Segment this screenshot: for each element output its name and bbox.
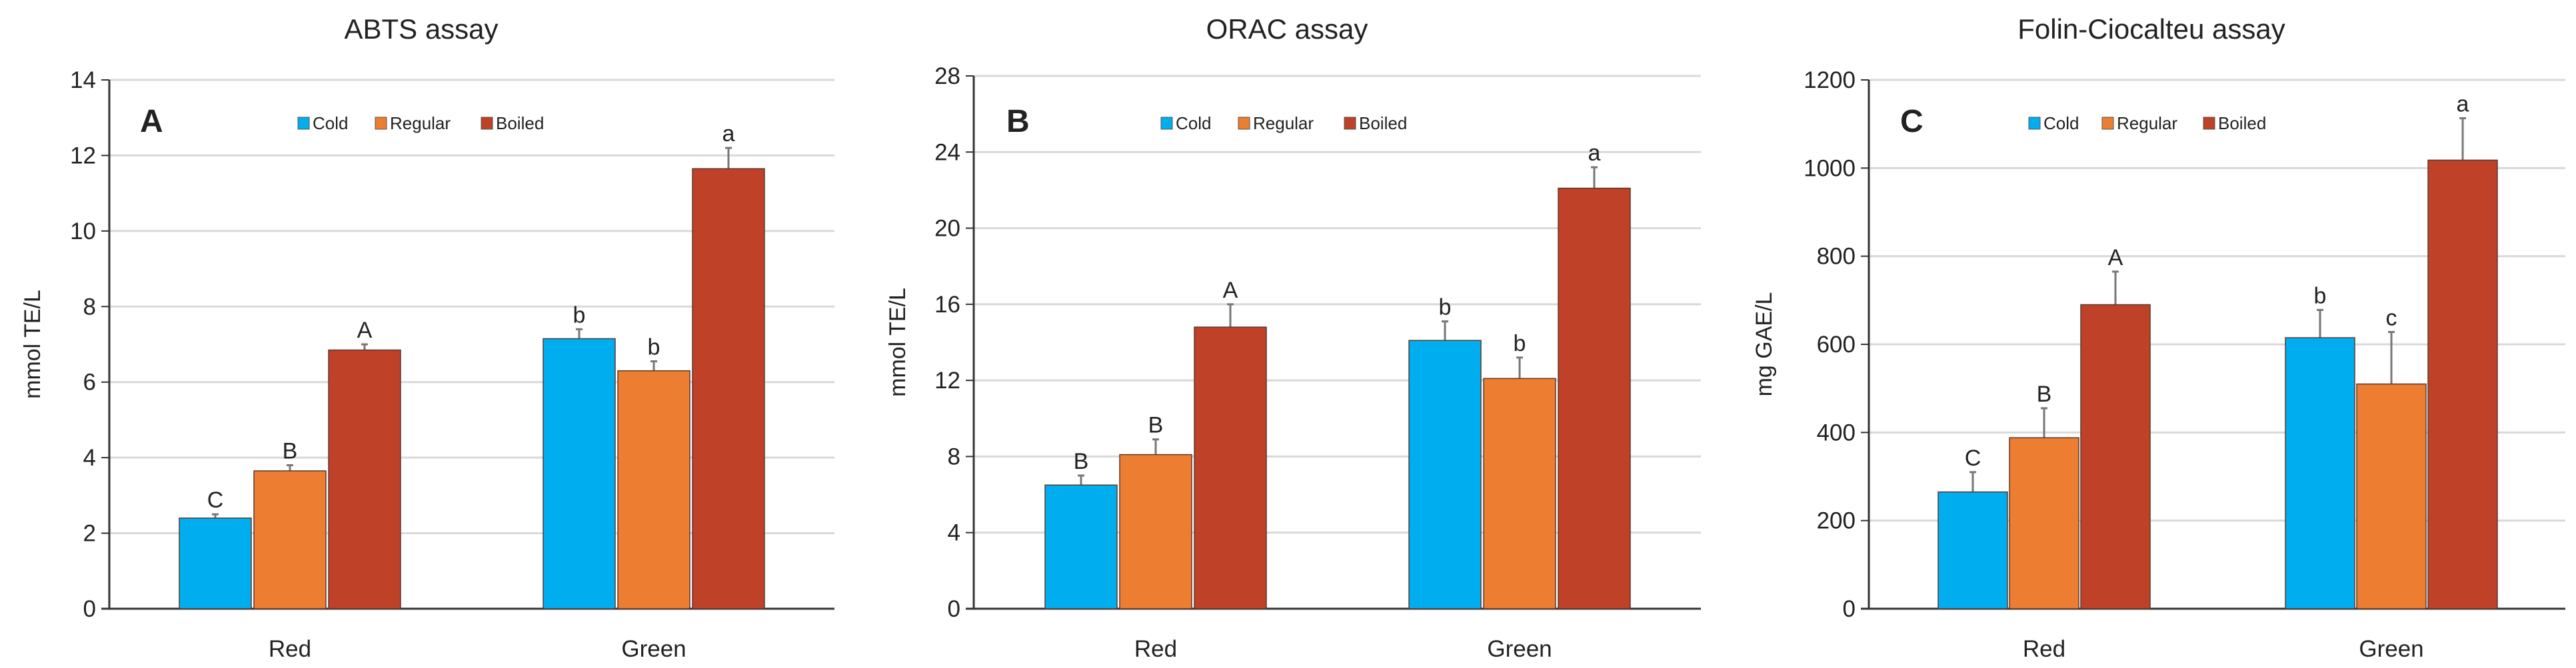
y-tick-label: 6 — [83, 370, 96, 396]
bar-regular-red — [253, 470, 327, 609]
significance-label: a — [2457, 92, 2469, 117]
y-tick-label: 800 — [1817, 244, 1856, 270]
bar-boiled-green — [1558, 187, 1631, 609]
bar-cold-green — [543, 338, 616, 609]
x-category-label: Red — [2023, 636, 2065, 662]
significance-label: C — [207, 488, 224, 513]
significance-label: b — [573, 302, 586, 328]
y-tick-label: 400 — [1817, 420, 1856, 446]
y-tick-label: 14 — [70, 67, 96, 93]
x-category-label: Green — [1487, 636, 1552, 662]
legend-label-regular: Regular — [390, 113, 451, 133]
y-tick-label: 1200 — [1804, 67, 1856, 93]
legend-label-cold: Cold — [1176, 113, 1211, 133]
y-tick-label: 4 — [948, 520, 960, 546]
y-tick-label: 200 — [1817, 508, 1856, 534]
y-tick-label: 2 — [83, 521, 96, 547]
legend-label-cold: Cold — [313, 113, 348, 133]
legend-swatch-cold — [2028, 117, 2041, 130]
y-tick-label: 28 — [934, 63, 960, 89]
legend-label-boiled: Boiled — [1359, 113, 1407, 133]
y-tick-label: 20 — [934, 216, 960, 242]
significance-label: B — [1148, 413, 1164, 438]
y-axis-label: mg GAE/L — [1752, 292, 1777, 397]
y-tick-label: 0 — [1843, 596, 1856, 622]
bar-boiled-green — [2427, 159, 2498, 609]
y-axis-label: mmol TE/L — [20, 290, 45, 399]
significance-label: A — [1223, 278, 1238, 303]
y-tick-label: 0 — [83, 596, 96, 622]
significance-label: a — [722, 121, 735, 147]
y-tick-label: 12 — [934, 368, 960, 394]
bar-cold-red — [179, 517, 252, 609]
bar-boiled-red — [328, 349, 401, 609]
significance-label: A — [357, 318, 373, 343]
bar-cold-red — [1937, 491, 2008, 609]
significance-label: A — [2108, 245, 2123, 270]
y-tick-label: 12 — [70, 143, 96, 168]
y-tick-label: 0 — [948, 596, 960, 622]
bar-regular-red — [1119, 454, 1192, 609]
bar-cold-green — [2285, 337, 2355, 609]
x-category-label: Red — [1134, 636, 1177, 662]
bar-regular-red — [2009, 437, 2079, 609]
legend-swatch-boiled — [481, 117, 493, 130]
x-category-label: Red — [269, 636, 311, 662]
chart-title: ORAC assay — [1206, 13, 1368, 45]
chart-panel-a: ABTS assay 0 2 4 6 8 10 12 14 mmol TE/L A Cold Regul… — [20, 13, 834, 662]
chart-title: ABTS assay — [344, 13, 498, 45]
bar-regular-green — [617, 370, 690, 609]
significance-label: b — [2314, 283, 2327, 308]
y-tick-label: 8 — [83, 294, 96, 320]
chart-panel-c: Folin-Ciocalteu assay 0 200 400 600 800 1000 12… — [1752, 13, 2565, 662]
y-tick-label: 1000 — [1804, 155, 1856, 181]
x-category-label: Green — [2359, 636, 2423, 662]
legend-swatch-boiled — [2203, 117, 2215, 130]
significance-label: c — [2386, 305, 2397, 330]
x-category-label: Green — [621, 636, 686, 662]
significance-label: b — [1439, 295, 1452, 320]
significance-label: B — [283, 438, 298, 464]
legend-swatch-cold — [297, 117, 310, 130]
y-tick-label: 24 — [934, 139, 960, 165]
y-tick-label: 4 — [83, 445, 96, 471]
significance-label: C — [1965, 446, 1981, 471]
y-tick-label: 8 — [948, 444, 960, 470]
bar-cold-green — [1408, 340, 1482, 609]
bar-regular-green — [2356, 383, 2427, 609]
significance-label: B — [1074, 449, 1089, 474]
y-axis-label: mmol TE/L — [885, 288, 910, 397]
legend-swatch-regular — [2101, 117, 2114, 130]
panel-label: B — [1006, 104, 1030, 139]
bar-cold-red — [1044, 484, 1118, 609]
significance-label: a — [1588, 141, 1601, 166]
bar-regular-green — [1483, 378, 1556, 609]
bar-boiled-red — [1194, 326, 1267, 609]
panel-label: C — [1900, 104, 1924, 139]
legend-label-boiled: Boiled — [496, 113, 544, 133]
panel-label: A — [140, 104, 163, 139]
y-tick-label: 16 — [934, 292, 960, 318]
bar-boiled-red — [2080, 304, 2151, 609]
legend-label-cold: Cold — [2043, 113, 2079, 133]
legend-swatch-regular — [1238, 117, 1250, 130]
legend-swatch-boiled — [1344, 117, 1356, 130]
significance-label: B — [2037, 382, 2052, 407]
significance-label: b — [1514, 331, 1526, 356]
y-tick-label: 600 — [1817, 332, 1856, 358]
chart-title: Folin-Ciocalteu assay — [2017, 13, 2285, 45]
y-tick-label: 10 — [70, 218, 96, 244]
legend-label-regular: Regular — [1253, 113, 1314, 133]
legend-swatch-regular — [375, 117, 387, 130]
legend-label-regular: Regular — [2117, 113, 2177, 133]
legend-label-boiled: Boiled — [2218, 113, 2266, 133]
significance-label: b — [648, 335, 660, 360]
bar-boiled-green — [692, 168, 765, 609]
legend-swatch-cold — [1160, 117, 1173, 130]
chart-panel-b: ORAC assay 0 4 8 12 16 20 24 28 mmol TE/L B Cold Reg… — [885, 13, 1701, 662]
